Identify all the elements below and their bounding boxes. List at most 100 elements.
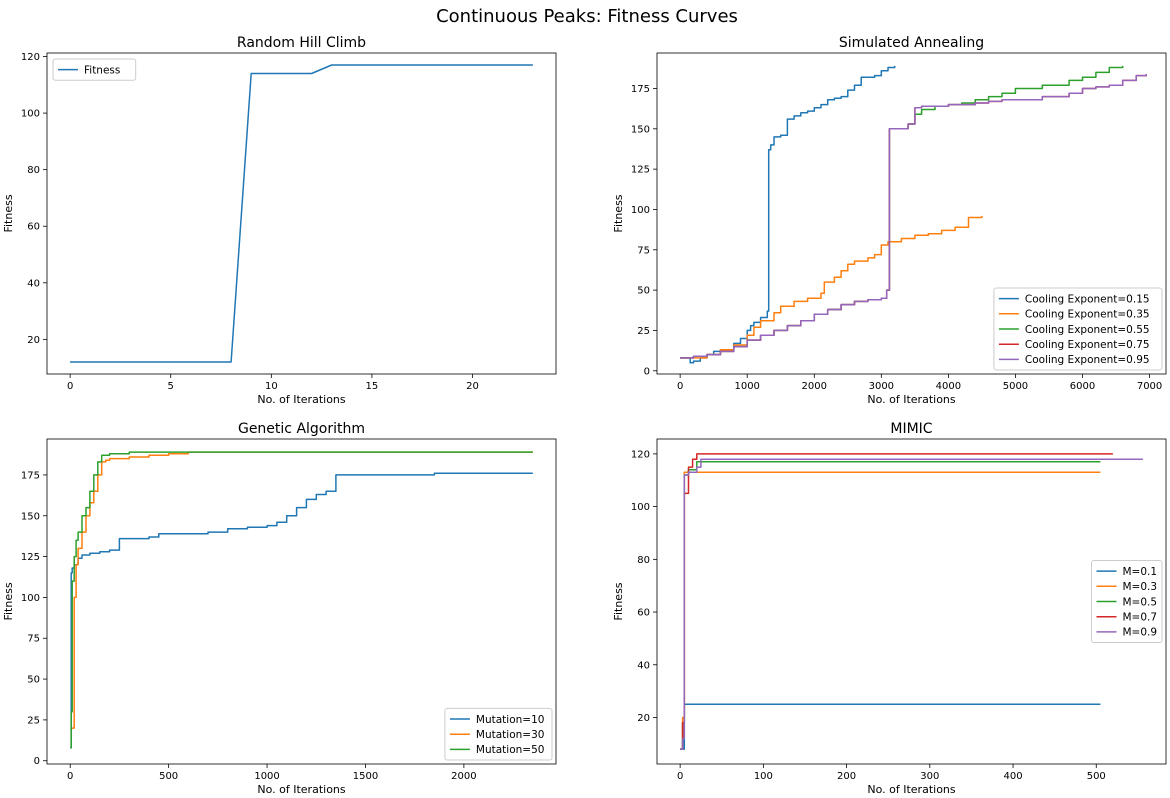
rhc-x-tick-label-0: 0 [67,381,73,392]
mimic-legend-entry-1: M=0.3 [1123,581,1158,593]
sa-x-axis-label: No. of Iterations [867,393,956,406]
rhc-x-axis-label: No. of Iterations [257,393,346,406]
panel-ga: Genetic Algorithm 0 500 1000 1500 2000 0 25 50 75… [2,421,557,796]
mimic-x-tick-label-1: 100 [754,771,773,782]
sa-y-tick-label-2: 50 [637,286,650,297]
rhc-series-group [70,64,533,363]
rhc-x-tick-label-4: 20 [466,381,479,392]
rhc-y-tick-label-3: 80 [27,165,40,176]
ga-y-tick-label-0: 0 [34,756,40,767]
mimic-series-line-2 [680,461,1101,750]
ga-y-tick-label-1: 25 [27,715,40,726]
mimic-x-tick-label-4: 400 [1003,771,1022,782]
rhc-series-line-0 [70,64,533,363]
mimic-legend-entry-2: M=0.5 [1123,596,1158,608]
sa-legend-entry-4: Cooling Exponent=0.95 [1025,354,1150,366]
rhc-x-tick-label-1: 5 [168,381,174,392]
ga-y-tick-label-5: 125 [21,552,40,563]
sa-series-line-1 [680,215,983,359]
mimic-x-tick-label-5: 500 [1087,771,1106,782]
rhc-y-tick-label-5: 120 [21,52,40,63]
ga-x-tick-label-1: 500 [159,771,178,782]
mimic-legend-entry-0: M=0.1 [1123,566,1158,578]
sa-legend-entry-0: Cooling Exponent=0.15 [1025,293,1150,305]
sa-axes-frame [656,52,1167,375]
mimic-series-line-0 [680,703,1101,750]
ga-series-line-1 [70,451,533,729]
ga-axes-frame [46,438,557,765]
sa-legend-entry-3: Cooling Exponent=0.75 [1025,339,1150,351]
ga-y-tick-label-3: 75 [27,634,40,645]
sa-title: Simulated Annealing [839,35,984,51]
ga-x-tick-label-2: 1000 [254,771,279,782]
sa-y-tick-label-0: 0 [644,366,650,377]
ga-legend-entry-0: Mutation=10 [476,714,545,726]
sa-y-tick-label-1: 25 [637,326,650,337]
sa-x-tick-label-2: 2000 [802,381,827,392]
rhc-x-tick-label-3: 15 [366,381,379,392]
ga-y-tick-label-6: 150 [21,511,40,522]
rhc-title: Random Hill Climb [237,35,366,51]
rhc-legend-box [52,58,137,81]
mimic-legend-box [1091,560,1163,643]
rhc-axes-frame [46,52,557,375]
sa-y-tick-label-3: 75 [637,245,650,256]
ga-x-axis-label: No. of Iterations [257,783,346,796]
sa-legend-entry-2: Cooling Exponent=0.55 [1025,324,1150,336]
ga-x-tick-label-0: 0 [67,771,73,782]
sa-y-tick-label-7: 175 [631,84,650,95]
ga-legend: Mutation=10 Mutation=30 Mutation=50 [444,707,553,761]
mimic-y-axis-label: Fitness [612,582,625,620]
ga-y-axis-label: Fitness [2,582,15,620]
mimic-y-tick-label-1: 40 [637,660,650,671]
sa-x-tick-label-7: 7000 [1137,381,1162,392]
sa-legend-box [993,287,1163,371]
rhc-y-tick-label-2: 60 [27,222,40,233]
mimic-axes-frame [656,438,1167,765]
ga-series-group [70,451,533,749]
rhc-y-axis-label: Fitness [2,194,15,232]
sa-series-group [680,65,1147,364]
sa-y-axis-label: Fitness [612,194,625,232]
ga-x-tick-label-3: 1500 [353,771,378,782]
sa-x-tick-label-6: 6000 [1070,381,1095,392]
sa-x-tick-label-1: 1000 [734,381,759,392]
sa-x-tick-label-5: 5000 [1003,381,1028,392]
sa-series-line-4 [680,74,1147,359]
rhc-y-tick-label-4: 100 [21,109,40,120]
mimic-x-tick-label-3: 300 [920,771,939,782]
ga-y-tick-label-7: 175 [21,470,40,481]
ga-y-tick-label-2: 50 [27,675,40,686]
mimic-series-line-4 [680,458,1143,750]
mimic-y-tick-label-0: 20 [637,713,650,724]
ga-series-line-0 [70,472,533,749]
rhc-legend-entry-0: Fitness [84,64,120,76]
sa-y-tick-label-6: 150 [631,124,650,135]
rhc-y-tick-label-0: 20 [27,335,40,346]
mimic-y-tick-label-5: 120 [631,449,650,460]
mimic-legend: M=0.1 M=0.3 M=0.5 M=0.7 M=0.9 [1091,560,1163,643]
mimic-x-axis-label: No. of Iterations [867,783,956,796]
sa-y-tick-label-4: 100 [631,205,650,216]
mimic-x-tick-label-0: 0 [677,771,683,782]
sa-x-tick-label-4: 4000 [936,381,961,392]
mimic-legend-entry-4: M=0.9 [1123,627,1158,639]
mimic-series-line-1 [680,471,1101,750]
ga-title: Genetic Algorithm [238,421,365,437]
ga-y-tick-label-4: 100 [21,593,40,604]
sa-y-tick-label-5: 125 [631,165,650,176]
ga-x-tick-label-4: 2000 [451,771,476,782]
mimic-y-tick-label-4: 100 [631,502,650,513]
ga-legend-entry-2: Mutation=50 [476,744,545,756]
mimic-title: MIMIC [890,421,932,437]
rhc-y-tick-label-1: 40 [27,278,40,289]
panel-mimic: MIMIC 0 100 200 300 400 500 20 40 60 80 100 120 No. o… [612,421,1167,796]
mimic-legend-entry-3: M=0.7 [1123,612,1158,624]
sa-legend: Cooling Exponent=0.15 Cooling Exponent=0.… [993,287,1163,371]
mimic-y-tick-label-3: 80 [637,555,650,566]
panel-rhc: Random Hill Climb 0 5 10 15 20 20 40 60 80 100 120 N… [2,35,557,406]
mimic-y-tick-label-2: 60 [637,608,650,619]
sa-x-tick-label-0: 0 [677,381,683,392]
